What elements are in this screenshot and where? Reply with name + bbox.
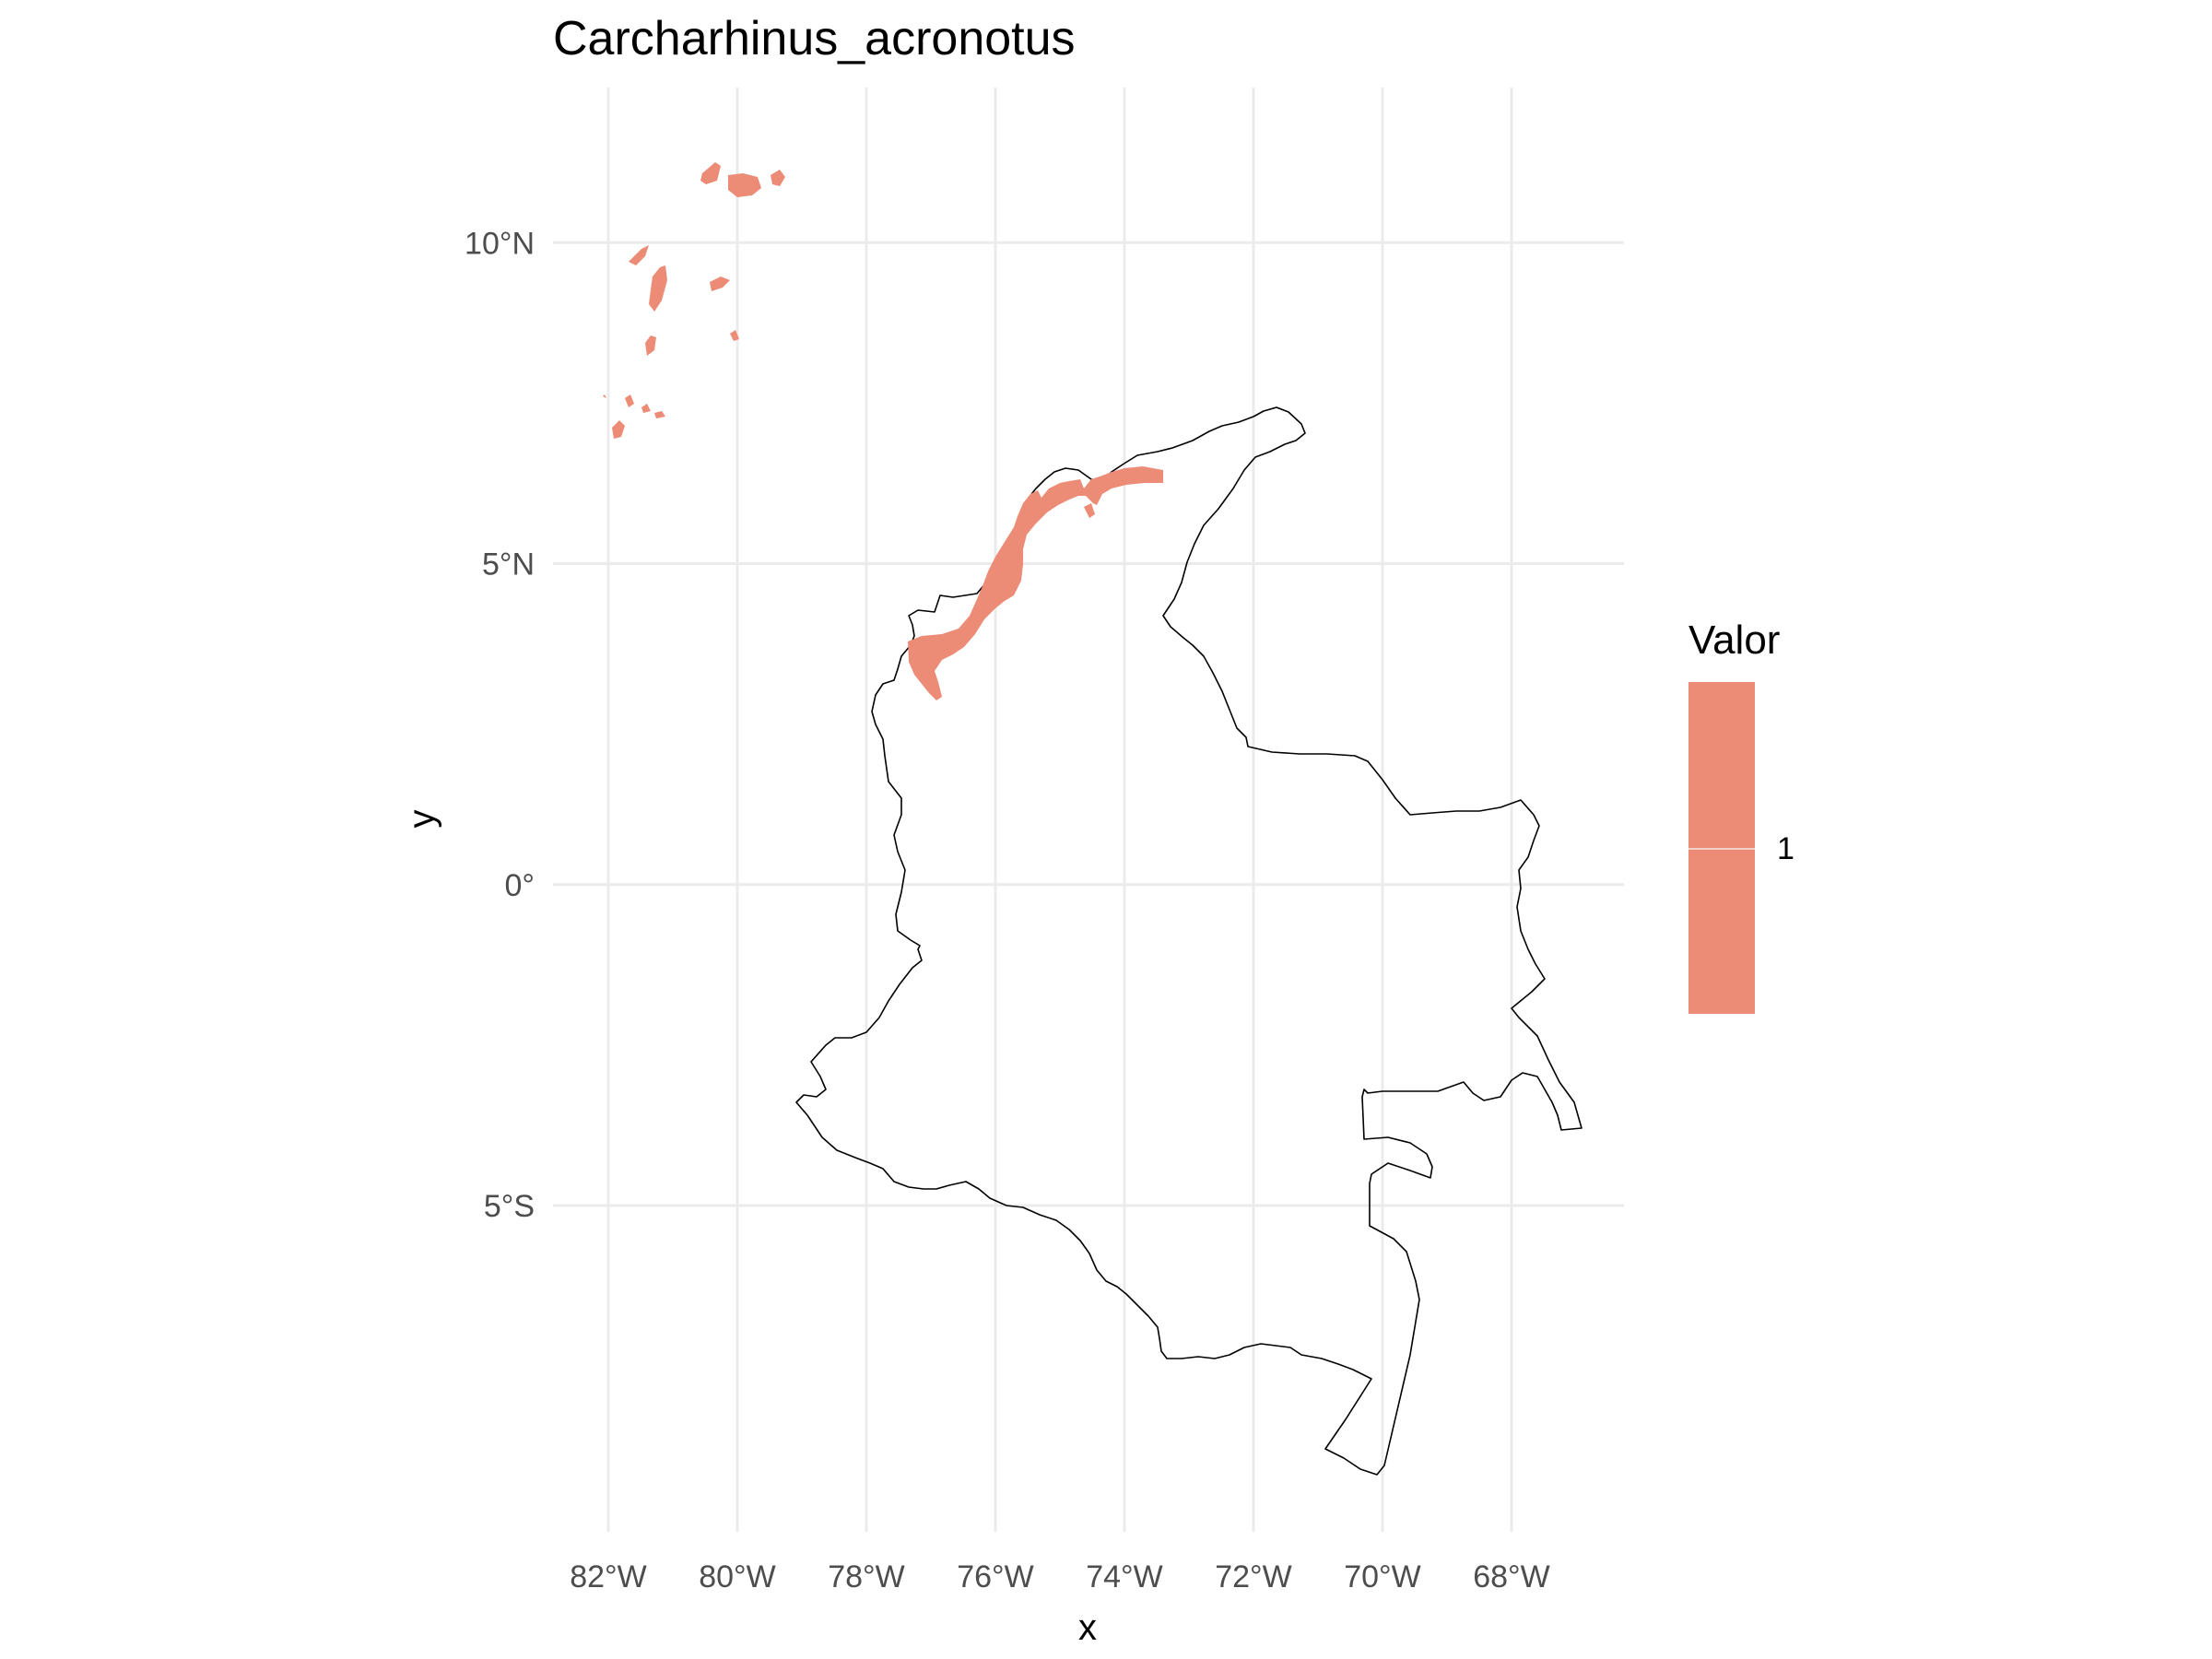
x-tick-label: 82°W xyxy=(570,1559,647,1594)
y-tick-label: 5°S xyxy=(484,1189,535,1224)
island-area-9 xyxy=(625,394,634,407)
x-tick-label: 70°W xyxy=(1344,1559,1421,1594)
island-area-1 xyxy=(700,162,721,184)
x-tick-label: 72°W xyxy=(1215,1559,1292,1594)
x-axis-label: x xyxy=(1078,1607,1097,1648)
island-area-10 xyxy=(641,404,651,413)
island-area-13 xyxy=(1084,503,1095,518)
island-area-11 xyxy=(654,411,665,418)
caribbean-coast-area xyxy=(908,466,1163,700)
map-title: Carcharhinus_acronotus xyxy=(553,12,1076,65)
x-tick-label: 80°W xyxy=(699,1559,776,1594)
island-area-4 xyxy=(629,245,649,265)
y-axis-label: y xyxy=(401,809,442,829)
y-tick-label: 0° xyxy=(504,868,535,903)
legend-title: Valor xyxy=(1688,618,1781,663)
island-area-6 xyxy=(710,276,730,291)
island-area-2 xyxy=(728,173,761,197)
island-area-12 xyxy=(612,420,625,439)
y-tick-label: 5°N xyxy=(482,547,535,582)
country-outline xyxy=(795,406,1583,1476)
x-tick-label: 78°W xyxy=(828,1559,905,1594)
tick-labels: 82°W80°W78°W76°W74°W72°W70°W68°W15°N10°N… xyxy=(465,226,1550,1594)
island-area-3 xyxy=(771,170,785,186)
island-area-7 xyxy=(645,335,656,356)
y-tick-label: 10°N xyxy=(465,226,535,261)
distribution-areas xyxy=(603,162,1163,700)
legend-tick xyxy=(1688,848,1755,850)
x-tick-label: 76°W xyxy=(957,1559,1034,1594)
island-area-8 xyxy=(730,330,739,341)
grid-lines xyxy=(553,88,1624,1532)
x-tick-label: 74°W xyxy=(1086,1559,1163,1594)
island-area-14 xyxy=(603,394,606,398)
legend-label: 1 xyxy=(1777,831,1794,866)
x-tick-label: 68°W xyxy=(1473,1559,1550,1594)
island-area-5 xyxy=(649,265,667,312)
